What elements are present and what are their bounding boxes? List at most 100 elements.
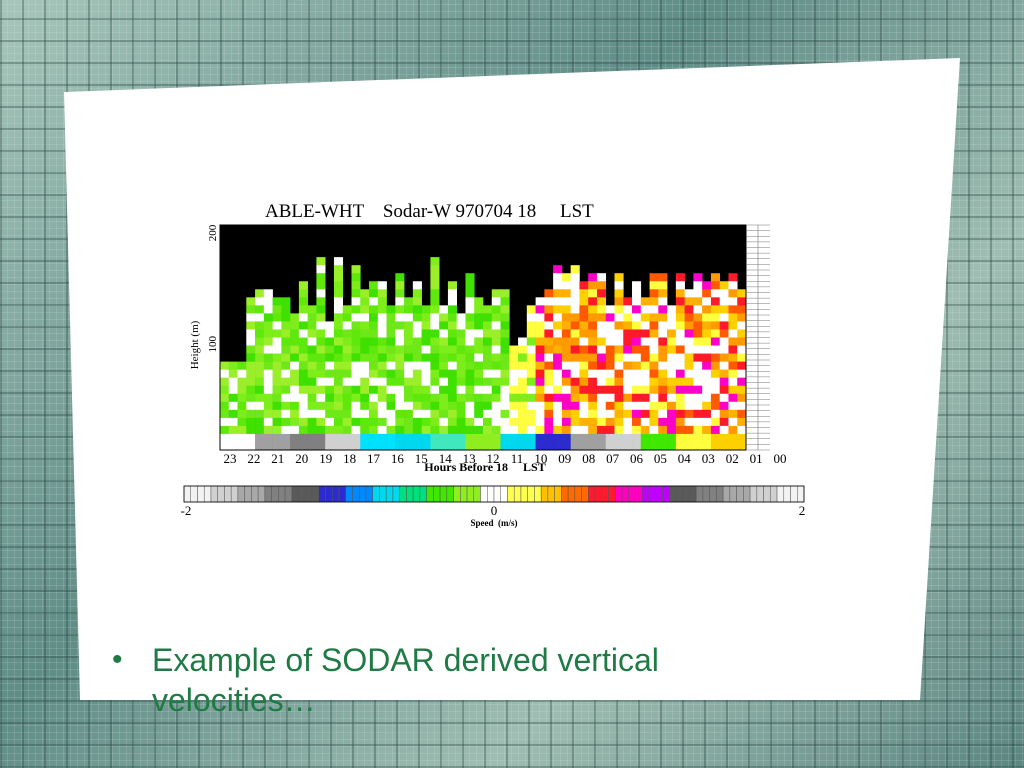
heatmap-cell <box>649 409 659 419</box>
heatmap-cell <box>377 345 387 354</box>
heatmap-cell <box>298 369 308 378</box>
x-tick-label: 12 <box>487 451 500 466</box>
heatmap-cell <box>430 257 440 266</box>
heatmap-cell <box>570 265 580 274</box>
heatmap-cell <box>272 433 282 450</box>
colorbar-swatch <box>412 485 421 503</box>
heatmap-cell <box>561 313 571 322</box>
heatmap-cell <box>737 369 747 378</box>
heatmap-cell <box>667 393 677 403</box>
heatmap-cell <box>719 385 729 395</box>
heatmap-cell <box>702 297 712 306</box>
heatmap-cell <box>298 289 308 298</box>
heatmap-cell <box>561 289 571 298</box>
heatmap-cell <box>412 313 422 322</box>
colorbar-swatch <box>487 485 495 503</box>
colorbar-swatch <box>379 485 387 503</box>
heatmap-cell <box>298 337 308 346</box>
heatmap-cell <box>667 337 677 346</box>
heatmap-cell <box>228 417 238 427</box>
heatmap-cell <box>658 425 668 435</box>
colorbar-swatch <box>702 485 710 503</box>
heatmap-cell <box>465 313 475 322</box>
heatmap-cell <box>474 409 484 419</box>
heatmap-cell <box>518 433 528 450</box>
heatmap-cell <box>535 409 545 419</box>
heatmap-cell <box>570 273 580 282</box>
heatmap-cell <box>369 377 379 387</box>
heatmap-cell <box>255 345 265 354</box>
heatmap-cell <box>579 329 589 338</box>
heatmap-cell <box>360 425 370 435</box>
heatmap-cell <box>702 433 712 450</box>
heatmap-cell <box>263 369 273 378</box>
heatmap-cell <box>342 401 352 411</box>
heatmap-cell <box>360 313 370 322</box>
heatmap-cell <box>421 305 431 314</box>
heatmap-cell <box>439 329 449 338</box>
x-tick-label: 21 <box>271 451 284 466</box>
heatmap-cell <box>456 409 466 419</box>
heatmap-cell <box>693 305 703 314</box>
heatmap-cell <box>737 385 747 395</box>
heatmap-cell <box>693 433 703 450</box>
heatmap-cell <box>632 353 642 362</box>
heatmap-cell <box>430 265 440 274</box>
heatmap-cell <box>544 361 554 370</box>
heatmap-cell <box>465 417 475 427</box>
heatmap-cell <box>623 321 633 330</box>
heatmap-cell <box>351 353 361 362</box>
heatmap-cell <box>667 401 677 411</box>
heatmap-cell <box>693 297 703 306</box>
colorbar-swatch <box>278 485 286 503</box>
colorbar-swatch <box>540 485 549 503</box>
x-tick-label: 10 <box>534 451 547 466</box>
colorbar-swatch <box>561 485 569 503</box>
heatmap-cell <box>430 345 440 354</box>
heatmap-cell <box>456 353 466 362</box>
heatmap-cell <box>596 393 607 403</box>
heatmap-cell <box>728 401 738 411</box>
heatmap-cell <box>483 329 493 338</box>
heatmap-cell <box>649 417 659 427</box>
heatmap-cell <box>342 361 352 370</box>
heatmap-cell <box>719 321 729 330</box>
heatmap-cell <box>369 353 379 362</box>
x-tick-label: 13 <box>463 451 476 466</box>
colorbar-swatch <box>615 485 623 503</box>
heatmap-cell <box>272 369 282 378</box>
heatmap-cell <box>719 369 729 378</box>
heatmap-cell <box>518 425 528 435</box>
heatmap-cell <box>474 345 484 354</box>
heatmap-cell <box>658 409 668 419</box>
colorbar-swatch <box>305 485 313 503</box>
heatmap-cell <box>518 361 528 370</box>
heatmap-cell <box>474 353 484 362</box>
heatmap-cell <box>667 417 677 427</box>
colorbar-swatch <box>729 485 737 503</box>
heatmap-cell <box>632 425 642 435</box>
heatmap-cell <box>561 345 571 354</box>
heatmap-cell <box>649 329 659 338</box>
heatmap-cell <box>255 369 265 378</box>
heatmap-cell <box>500 297 510 306</box>
heatmap-cell <box>290 425 300 435</box>
heatmap-cell <box>544 321 554 330</box>
heatmap-cell <box>667 361 677 370</box>
heatmap-cell <box>553 313 563 322</box>
heatmap-cell <box>430 313 440 322</box>
heatmap-cell <box>483 409 493 419</box>
heatmap-cell <box>702 337 712 346</box>
heatmap-cell <box>614 417 624 427</box>
heatmap-cell <box>272 385 282 395</box>
heatmap-cell <box>728 289 738 298</box>
heatmap-cell <box>281 393 291 403</box>
heatmap-cell <box>447 385 457 395</box>
heatmap-cell <box>386 321 396 330</box>
heatmap-cell <box>596 281 607 290</box>
heatmap-cell <box>395 433 405 450</box>
colorbar-frame <box>183 485 805 503</box>
heatmap-cell <box>369 329 379 338</box>
heatmap-cell <box>491 401 501 411</box>
heatmap-cell <box>360 433 370 450</box>
